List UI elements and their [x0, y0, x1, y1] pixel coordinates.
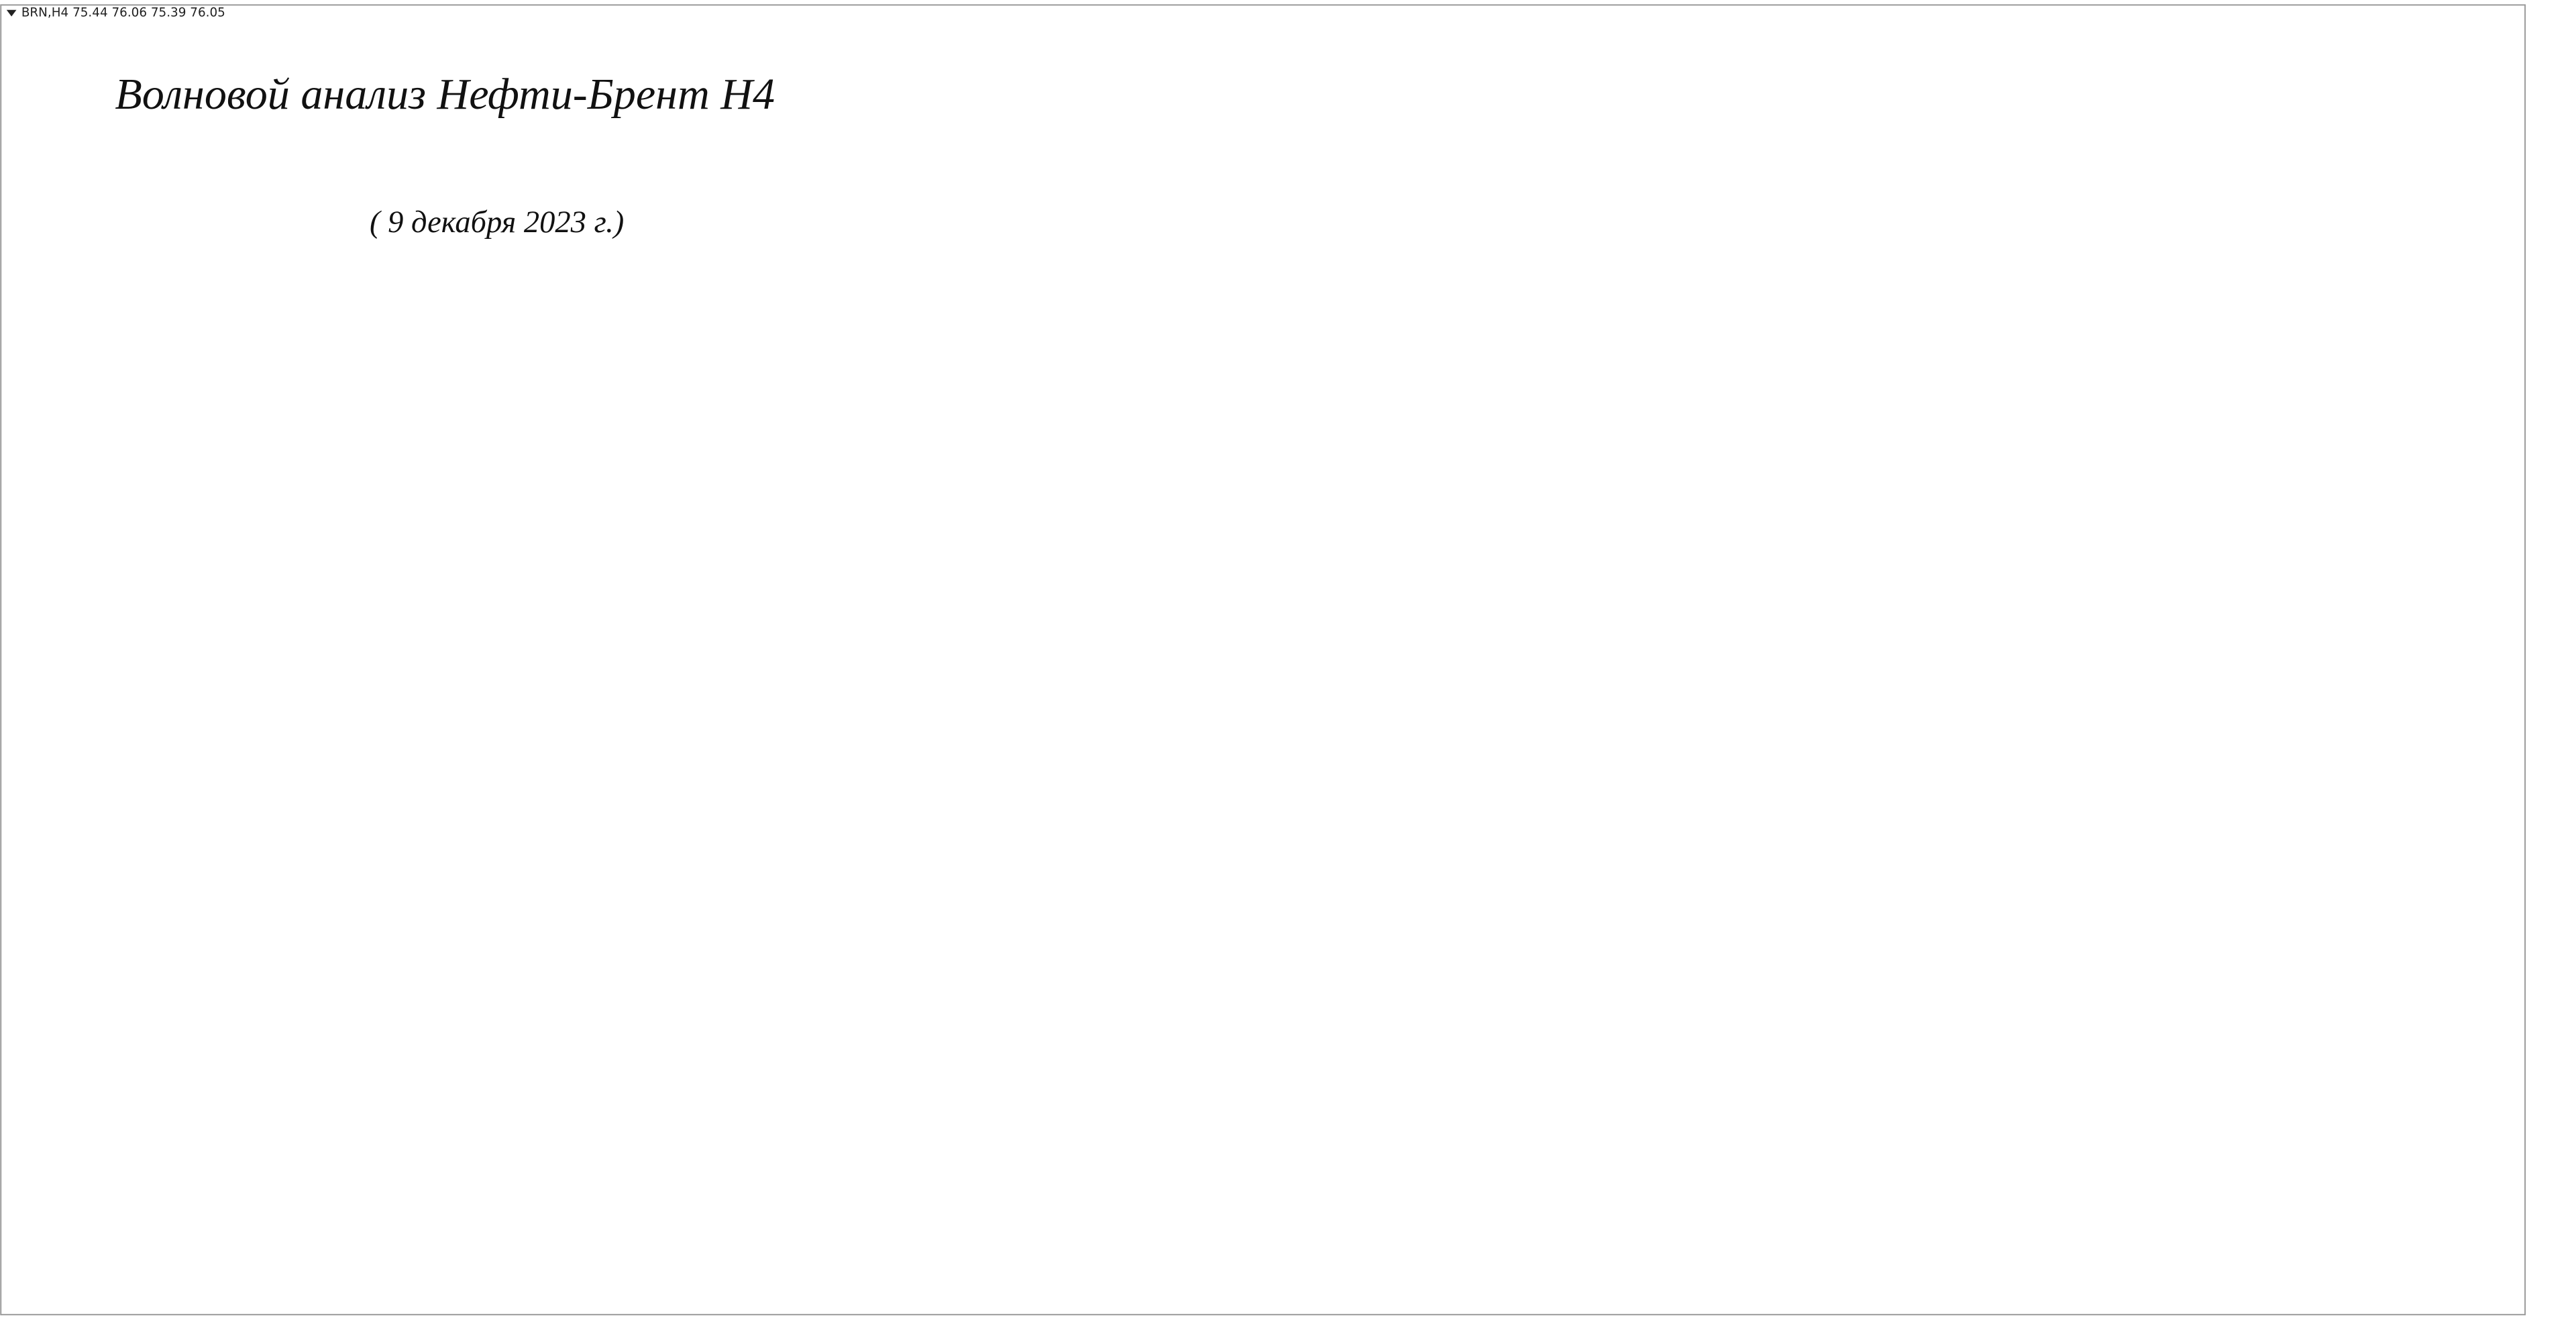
plot-frame — [0, 4, 2526, 1316]
chart-title: Волновой анализ Нефти-Брент H4 — [115, 70, 775, 119]
chart-subtitle: ( 9 декабря 2023 г.) — [370, 205, 624, 240]
menu-triangle — [6, 9, 17, 17]
header: BRN,H4 75.44 76.06 75.39 76.05 — [21, 6, 225, 20]
